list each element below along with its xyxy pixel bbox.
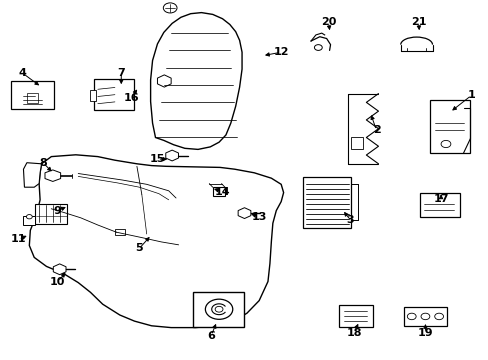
Text: 3: 3 bbox=[346, 215, 354, 225]
Bar bbox=[94, 79, 134, 110]
Polygon shape bbox=[238, 208, 250, 219]
Text: 10: 10 bbox=[50, 276, 65, 287]
Polygon shape bbox=[23, 163, 41, 187]
Circle shape bbox=[26, 215, 32, 219]
Text: 21: 21 bbox=[410, 17, 426, 27]
Text: 2: 2 bbox=[372, 125, 380, 135]
Polygon shape bbox=[157, 75, 171, 87]
Circle shape bbox=[407, 313, 415, 320]
Bar bbox=[339, 305, 372, 327]
Bar bbox=[212, 187, 224, 196]
Bar bbox=[303, 177, 350, 228]
Polygon shape bbox=[165, 150, 178, 161]
Circle shape bbox=[434, 313, 443, 320]
Text: 9: 9 bbox=[54, 206, 61, 216]
Text: 5: 5 bbox=[135, 243, 143, 253]
Bar bbox=[35, 204, 67, 224]
Text: 7: 7 bbox=[117, 68, 125, 78]
Bar bbox=[90, 90, 96, 101]
Bar bbox=[11, 81, 54, 109]
Text: 6: 6 bbox=[207, 330, 215, 341]
Text: 13: 13 bbox=[251, 212, 266, 222]
Polygon shape bbox=[29, 155, 283, 328]
Circle shape bbox=[205, 299, 232, 319]
Circle shape bbox=[440, 140, 450, 148]
Text: 15: 15 bbox=[149, 154, 165, 164]
Text: 12: 12 bbox=[273, 47, 288, 57]
Circle shape bbox=[314, 45, 322, 50]
Text: 11: 11 bbox=[11, 234, 26, 244]
Bar bbox=[115, 229, 124, 235]
Polygon shape bbox=[150, 13, 242, 149]
Text: 14: 14 bbox=[214, 186, 229, 197]
Circle shape bbox=[163, 3, 177, 13]
Bar bbox=[27, 93, 38, 103]
Bar bbox=[419, 193, 459, 217]
Bar bbox=[403, 307, 446, 326]
Circle shape bbox=[420, 313, 429, 320]
Bar bbox=[429, 100, 469, 153]
Polygon shape bbox=[53, 264, 66, 275]
Bar bbox=[350, 137, 362, 149]
Text: 1: 1 bbox=[467, 90, 474, 100]
Text: 20: 20 bbox=[320, 17, 336, 27]
Text: 19: 19 bbox=[417, 328, 432, 338]
Text: 17: 17 bbox=[432, 194, 448, 204]
Bar bbox=[23, 216, 35, 225]
Text: 16: 16 bbox=[123, 93, 139, 103]
Circle shape bbox=[215, 306, 223, 312]
Polygon shape bbox=[45, 170, 61, 181]
Text: 8: 8 bbox=[39, 158, 47, 168]
Bar bbox=[193, 292, 244, 327]
Text: 4: 4 bbox=[18, 68, 26, 78]
Text: 18: 18 bbox=[346, 328, 361, 338]
